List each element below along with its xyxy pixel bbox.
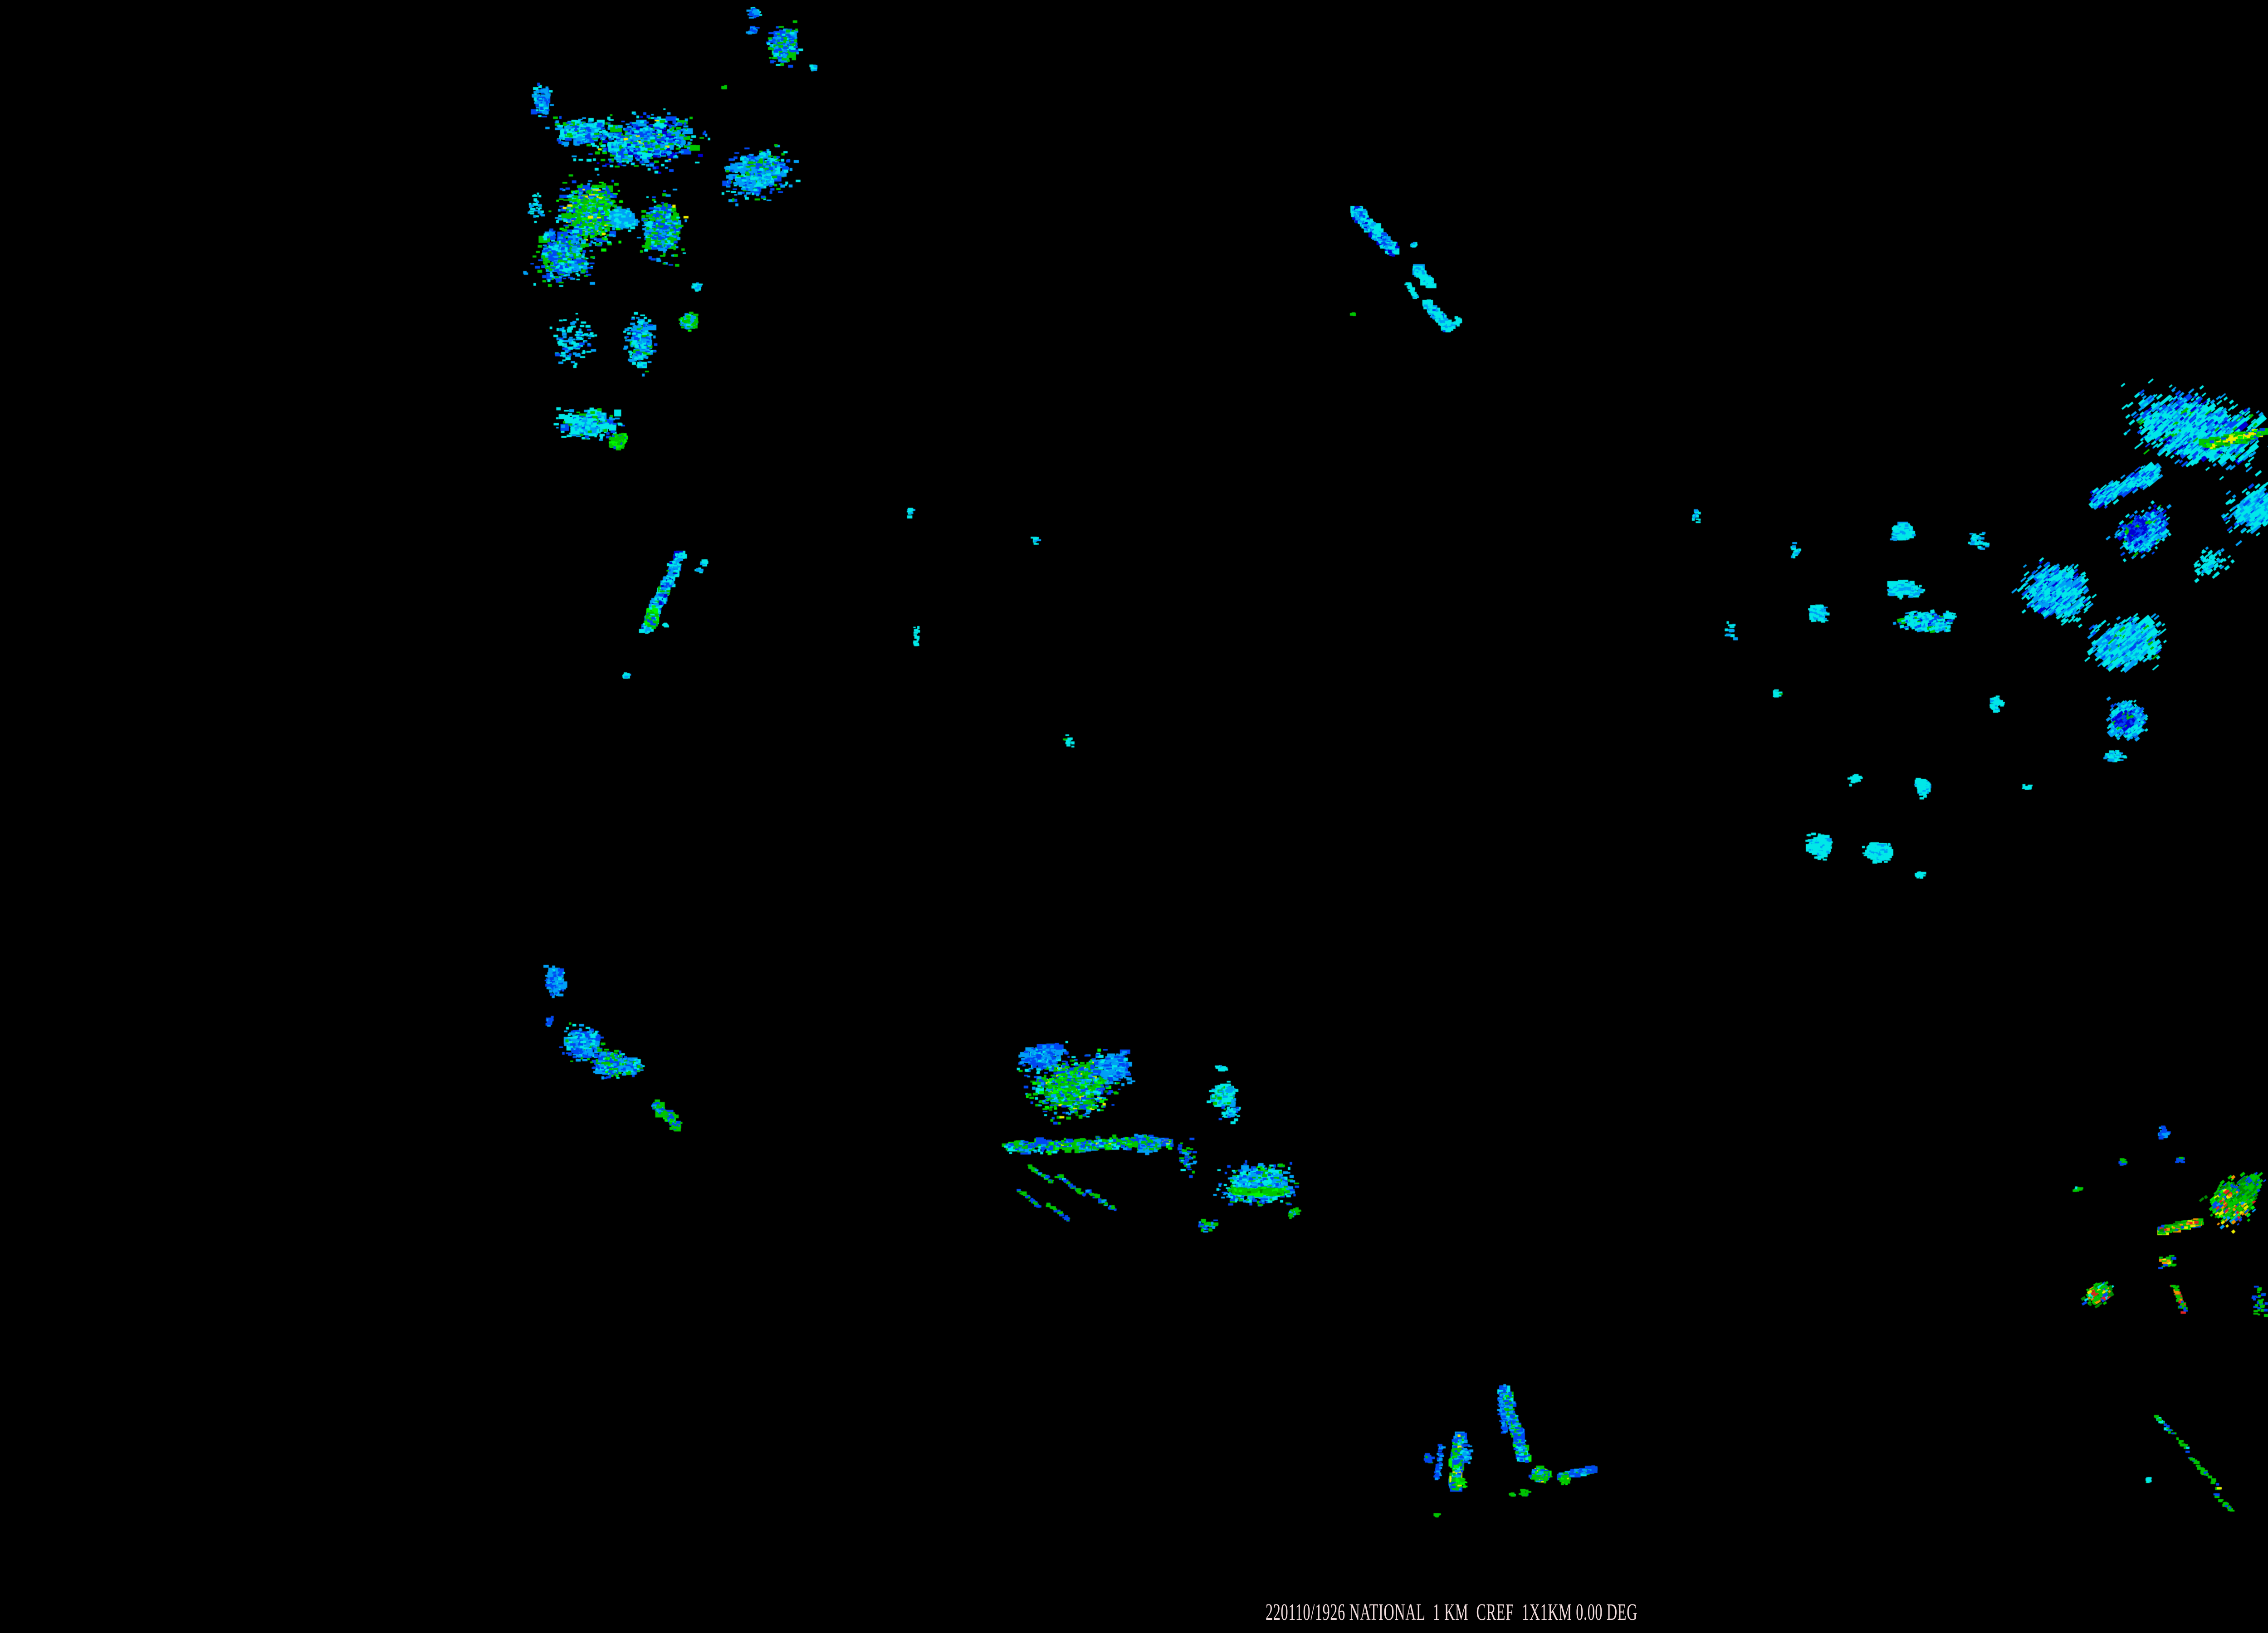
product-caption: 220110/1926 NATIONAL 1 KM CREF 1X1KM 0.0… <box>1266 1599 1637 1625</box>
